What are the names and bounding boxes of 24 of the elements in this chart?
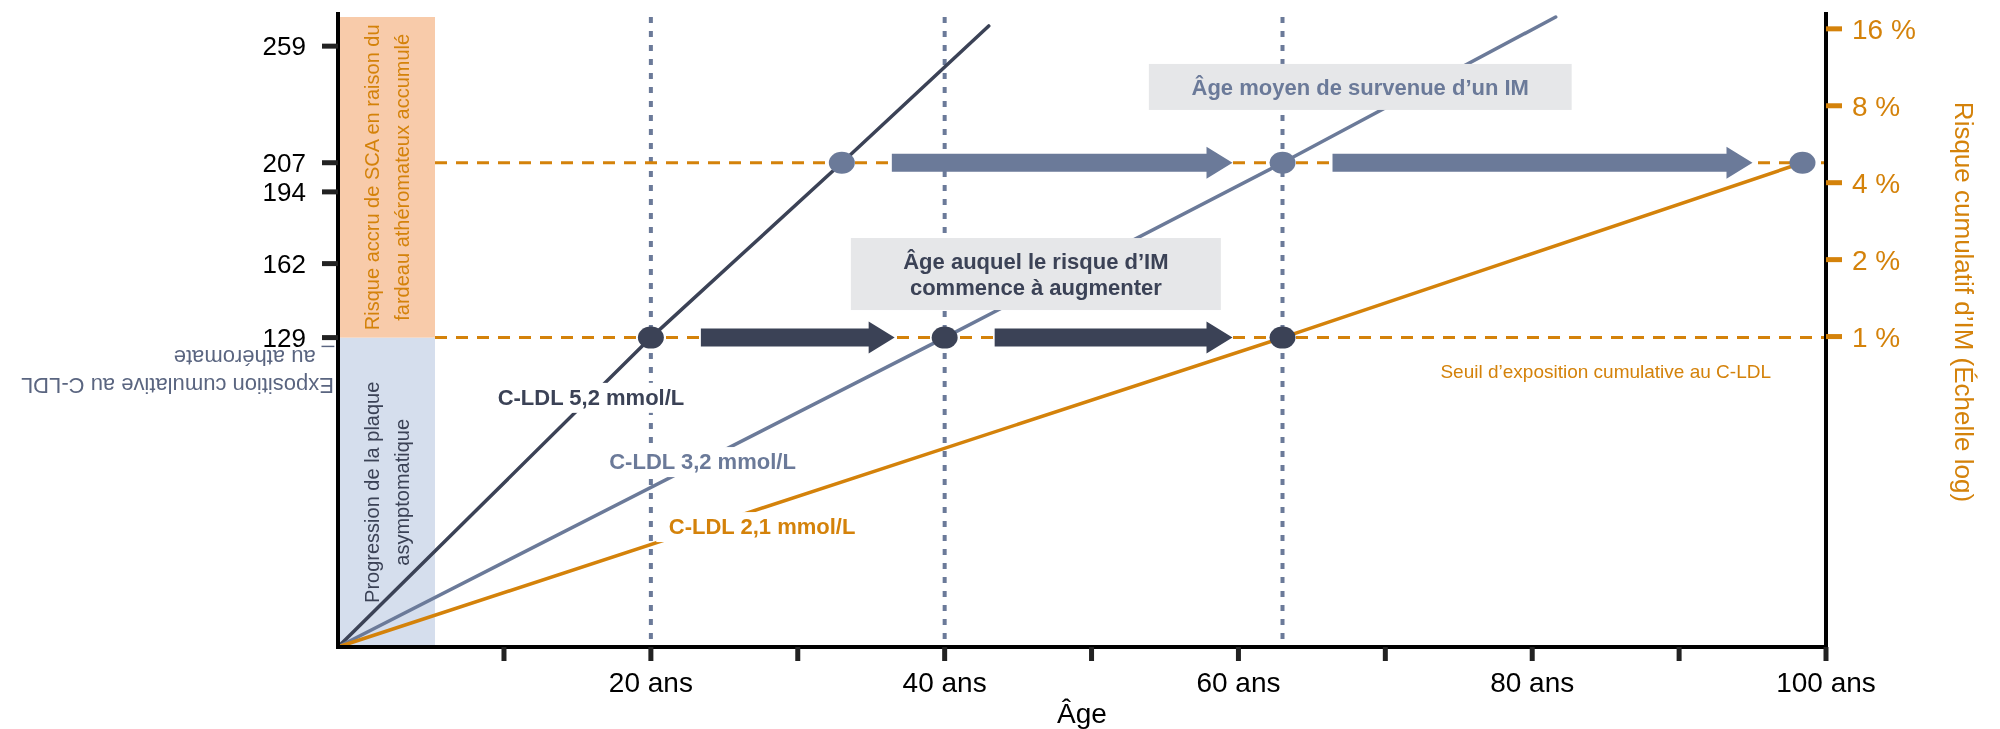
series-label: C-LDL 3,2 mmol/L [609, 449, 796, 475]
y2-tick-label: 4 % [1852, 167, 1901, 199]
y-tick-label: 194 [262, 176, 306, 207]
y2-tick-label: 2 % [1852, 244, 1901, 276]
x-tick-label: 40 ans [902, 667, 987, 698]
annotation: Âge auquel le risque d’IM commence à augmenter [903, 249, 1169, 301]
ref-line-label: Seuil d’exposition cumulative au C-LDL [1440, 360, 1771, 382]
x-tick-label: 20 ans [608, 667, 693, 698]
y2-tick-label: 1 % [1852, 321, 1901, 353]
y2-tick-label: 8 % [1852, 90, 1901, 122]
x-tick-label: 100 ans [1776, 667, 1876, 698]
y-tick-label: 207 [262, 147, 306, 178]
y-tick-label: 162 [262, 248, 306, 279]
x-tick-label: 60 ans [1196, 667, 1281, 698]
y-tick-label: 259 [262, 31, 306, 62]
x-axis-title: Âge [1057, 698, 1107, 729]
y2-tick-label: 16 % [1852, 13, 1916, 45]
x-tick-label: 80 ans [1490, 667, 1575, 698]
series-label: C-LDL 2,1 mmol/L [668, 514, 856, 540]
band-label: Risque accru de SCA en raison du fardeau athéromateux accumulé [360, 24, 413, 331]
y2-axis-title: Risque cumulatif d’IM (Échelle log) [1949, 101, 1979, 503]
series-label: C-LDL 5,2 mmol/L [497, 384, 685, 410]
annotation: Âge moyen de survenue d’un IM [1191, 74, 1529, 100]
band-label: Progression de la plaque asymptomatique [360, 381, 413, 603]
